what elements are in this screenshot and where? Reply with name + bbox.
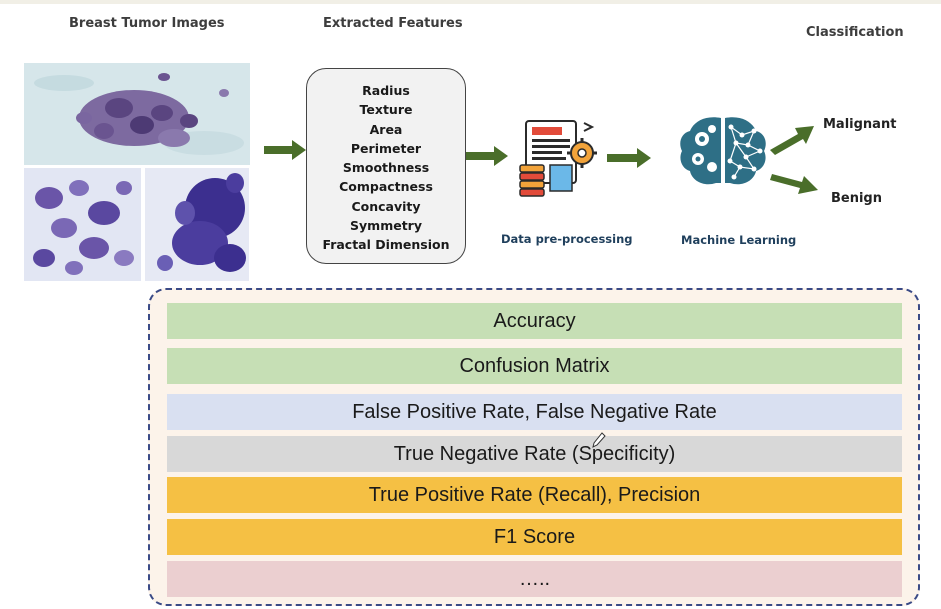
feature-item-symmetry: Symmetry — [350, 218, 422, 234]
label-data-preprocessing: Data pre-processing — [501, 232, 633, 246]
pen-cursor-icon — [592, 432, 606, 448]
arrow-to-benign — [770, 174, 818, 194]
output-malignant: Malignant — [823, 117, 897, 132]
feature-item-perimeter: Perimeter — [350, 140, 422, 156]
metric-accuracy: Accuracy — [167, 303, 902, 339]
arrow-images-to-features — [264, 140, 306, 160]
feature-item-texture: Texture — [359, 102, 413, 118]
metric-confusion-matrix: Confusion Matrix — [167, 348, 902, 384]
tumor-image-top — [24, 63, 250, 165]
metric-f1-score: F1 Score — [167, 519, 902, 555]
feature-item-smoothness: Smoothness — [342, 160, 430, 176]
feature-item-radius: Radius — [362, 83, 410, 98]
feature-item-fractal-dimension: Fractal Dimension — [322, 237, 450, 253]
brain-gear-icon — [680, 117, 766, 185]
header-breast-tumor-images: Breast Tumor Images — [69, 16, 225, 31]
feature-item-compactness: Compactness — [339, 179, 433, 195]
arrow-to-malignant — [770, 126, 814, 155]
output-benign: Benign — [831, 191, 882, 206]
metric-recall-precision: True Positive Rate (Recall), Precision — [167, 477, 902, 513]
arrow-features-to-preprocessing — [466, 146, 508, 166]
feature-item-area: Area — [369, 121, 403, 137]
tumor-image-bottom-right — [145, 168, 249, 281]
header-extracted-features: Extracted Features — [323, 16, 463, 31]
metric-true-negative-rate: True Negative Rate (Specificity) — [167, 436, 902, 472]
document-gear-icon — [519, 120, 597, 197]
top-border — [0, 0, 941, 4]
label-machine-learning: Machine Learning — [681, 233, 797, 247]
feature-item-concavity: Concavity — [351, 198, 421, 214]
metric-ellipsis: ….. — [167, 561, 902, 597]
header-classification: Classification — [806, 25, 904, 40]
tumor-image-bottom-left — [24, 168, 141, 281]
arrow-preprocessing-to-ml — [607, 148, 651, 168]
features-box: Radius Texture Area Perimeter Smoothness… — [306, 68, 466, 264]
metric-false-rates: False Positive Rate, False Negative Rate — [167, 394, 902, 430]
